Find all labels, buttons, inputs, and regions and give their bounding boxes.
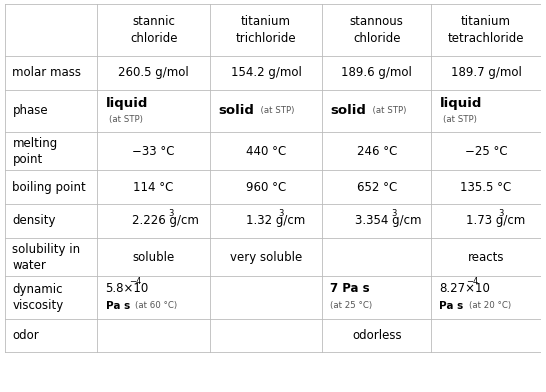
Text: odorless: odorless — [352, 329, 402, 342]
Text: −4: −4 — [129, 277, 141, 286]
Text: 3.354 g/cm: 3.354 g/cm — [355, 214, 422, 227]
Text: (at STP): (at STP) — [109, 115, 143, 123]
Text: liquid: liquid — [106, 97, 149, 110]
Text: 8.27×10: 8.27×10 — [440, 281, 490, 295]
Text: 135.5 °C: 135.5 °C — [460, 181, 512, 194]
Text: 2.226 g/cm: 2.226 g/cm — [132, 214, 199, 227]
Text: 440 °C: 440 °C — [246, 145, 286, 158]
Text: odor: odor — [13, 329, 39, 342]
Text: phase: phase — [13, 104, 48, 117]
Text: 1.32 g/cm: 1.32 g/cm — [246, 214, 305, 227]
Text: Pa s: Pa s — [440, 301, 464, 311]
Text: (at STP): (at STP) — [443, 115, 477, 123]
Text: 1.73 g/cm: 1.73 g/cm — [466, 214, 525, 227]
Text: (at 60 °C): (at 60 °C) — [135, 301, 177, 310]
Text: stannic
chloride: stannic chloride — [130, 15, 177, 45]
Text: soluble: soluble — [133, 250, 175, 263]
Text: titanium
tetrachloride: titanium tetrachloride — [448, 15, 524, 45]
Text: density: density — [13, 214, 56, 227]
Text: 7 Pa s: 7 Pa s — [330, 281, 370, 295]
Text: reacts: reacts — [468, 250, 504, 263]
Text: dynamic
viscosity: dynamic viscosity — [13, 283, 64, 312]
Text: −33 °C: −33 °C — [133, 145, 175, 158]
Text: liquid: liquid — [440, 97, 482, 110]
Text: −4: −4 — [466, 277, 479, 286]
Text: 3: 3 — [391, 209, 396, 218]
Text: −25 °C: −25 °C — [465, 145, 507, 158]
Text: (at STP): (at STP) — [367, 106, 407, 115]
Text: 3: 3 — [498, 209, 504, 218]
Text: 114 °C: 114 °C — [133, 181, 174, 194]
Text: melting
point: melting point — [13, 136, 58, 165]
Text: (at 25 °C): (at 25 °C) — [330, 301, 372, 310]
Text: 652 °C: 652 °C — [357, 181, 397, 194]
Text: 5.8×10: 5.8×10 — [105, 281, 149, 295]
Text: boiling point: boiling point — [13, 181, 86, 194]
Text: 189.6 g/mol: 189.6 g/mol — [341, 66, 412, 79]
Text: titanium
trichloride: titanium trichloride — [236, 15, 296, 45]
Text: (at STP): (at STP) — [255, 106, 294, 115]
Text: Pa s: Pa s — [105, 301, 130, 311]
Text: (at 20 °C): (at 20 °C) — [469, 301, 511, 310]
Text: 189.7 g/mol: 189.7 g/mol — [450, 66, 521, 79]
Text: solid: solid — [218, 104, 254, 117]
Text: solid: solid — [331, 104, 367, 117]
Text: 246 °C: 246 °C — [357, 145, 397, 158]
Text: 3: 3 — [168, 209, 174, 218]
Text: 154.2 g/mol: 154.2 g/mol — [230, 66, 301, 79]
Text: solubility in
water: solubility in water — [13, 243, 81, 272]
Text: 3: 3 — [278, 209, 284, 218]
Text: molar mass: molar mass — [13, 66, 81, 79]
Text: 260.5 g/mol: 260.5 g/mol — [118, 66, 189, 79]
Text: stannous
chloride: stannous chloride — [350, 15, 403, 45]
Text: very soluble: very soluble — [230, 250, 302, 263]
Text: 960 °C: 960 °C — [246, 181, 286, 194]
